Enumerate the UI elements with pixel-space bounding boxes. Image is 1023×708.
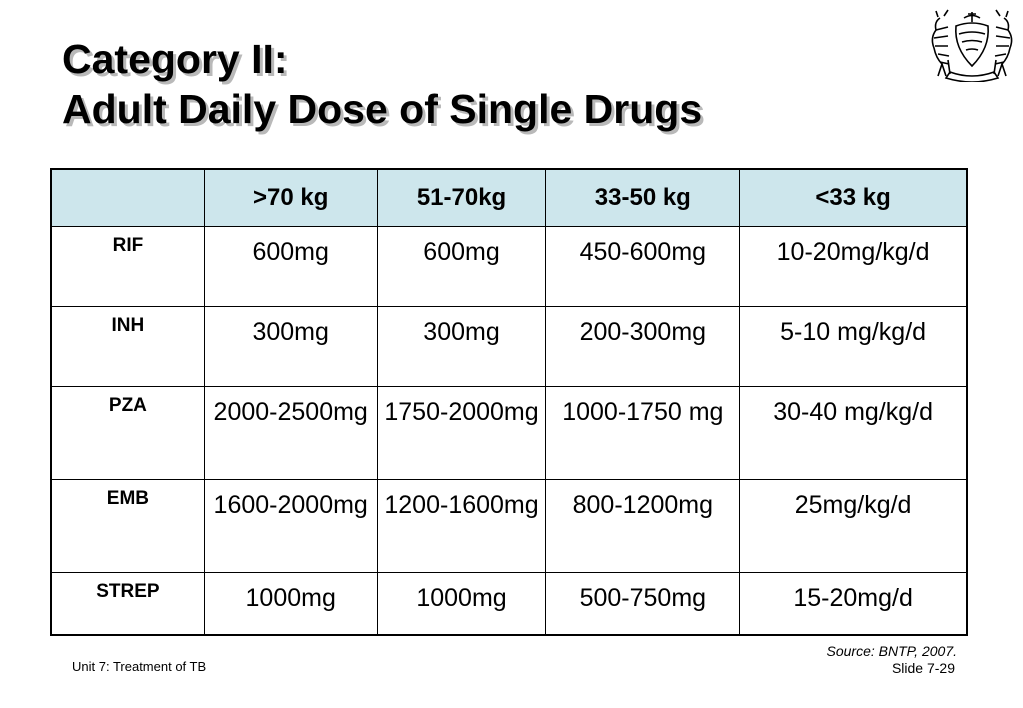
dose-cell: 10-20mg/kg/d xyxy=(739,226,968,307)
dose-cell: 25mg/kg/d xyxy=(739,479,968,573)
drug-name: PZA xyxy=(50,386,205,480)
slide-title-line-2: Adult Daily Dose of Single Drugs xyxy=(62,86,703,132)
dose-table: >70 kg 51-70kg 33-50 kg <33 kg RIF 600mg… xyxy=(50,168,968,636)
column-header-51-70kg: 51-70kg xyxy=(376,168,547,227)
drug-name: STREP xyxy=(50,572,205,635)
drug-name: RIF xyxy=(50,226,205,307)
dose-cell: 1000mg xyxy=(203,572,378,635)
dose-cell: 800-1200mg xyxy=(545,479,741,573)
dose-cell: 1600-2000mg xyxy=(203,479,378,573)
dose-cell: 1000mg xyxy=(376,572,547,635)
column-header-over-70kg: >70 kg xyxy=(203,168,378,227)
table-row: EMB 1600-2000mg 1200-1600mg 800-1200mg 2… xyxy=(50,479,968,573)
dose-cell: 1750-2000mg xyxy=(376,386,547,480)
dose-cell: 450-600mg xyxy=(545,226,741,307)
dose-cell: 1000-1750 mg xyxy=(545,386,741,480)
drug-name: EMB xyxy=(50,479,205,573)
dose-cell: 300mg xyxy=(203,306,378,387)
dose-cell: 600mg xyxy=(376,226,547,307)
botswana-coat-of-arms-icon xyxy=(931,9,1013,82)
dose-cell: 30-40 mg/kg/d xyxy=(739,386,968,480)
table-row: INH 300mg 300mg 200-300mg 5-10 mg/kg/d xyxy=(50,306,968,387)
column-header-under-33kg: <33 kg xyxy=(739,168,968,227)
slide-number: Slide 7-29 xyxy=(891,660,955,676)
dose-cell: 15-20mg/d xyxy=(739,572,968,635)
dose-cell: 5-10 mg/kg/d xyxy=(739,306,968,387)
column-header-drug xyxy=(50,168,205,227)
dose-cell: 1200-1600mg xyxy=(376,479,547,573)
column-header-33-50kg: 33-50 kg xyxy=(545,168,741,227)
drug-name: INH xyxy=(50,306,205,387)
dose-cell: 300mg xyxy=(376,306,547,387)
table-row: RIF 600mg 600mg 450-600mg 10-20mg/kg/d xyxy=(50,226,968,307)
dose-cell: 600mg xyxy=(203,226,378,307)
table-row: STREP 1000mg 1000mg 500-750mg 15-20mg/d xyxy=(50,572,968,635)
table-header-row: >70 kg 51-70kg 33-50 kg <33 kg xyxy=(50,168,968,227)
slide-title-line-1: Category II: xyxy=(62,36,288,82)
dose-cell: 500-750mg xyxy=(545,572,741,635)
dose-cell: 200-300mg xyxy=(545,306,741,387)
table-row: PZA 2000-2500mg 1750-2000mg 1000-1750 mg… xyxy=(50,386,968,480)
unit-label: Unit 7: Treatment of TB xyxy=(72,659,207,674)
slide-title: Category II: Adult Daily Dose of Single … xyxy=(62,34,702,134)
source-citation: Source: BNTP, 2007. xyxy=(826,643,957,659)
dose-cell: 2000-2500mg xyxy=(203,386,378,480)
